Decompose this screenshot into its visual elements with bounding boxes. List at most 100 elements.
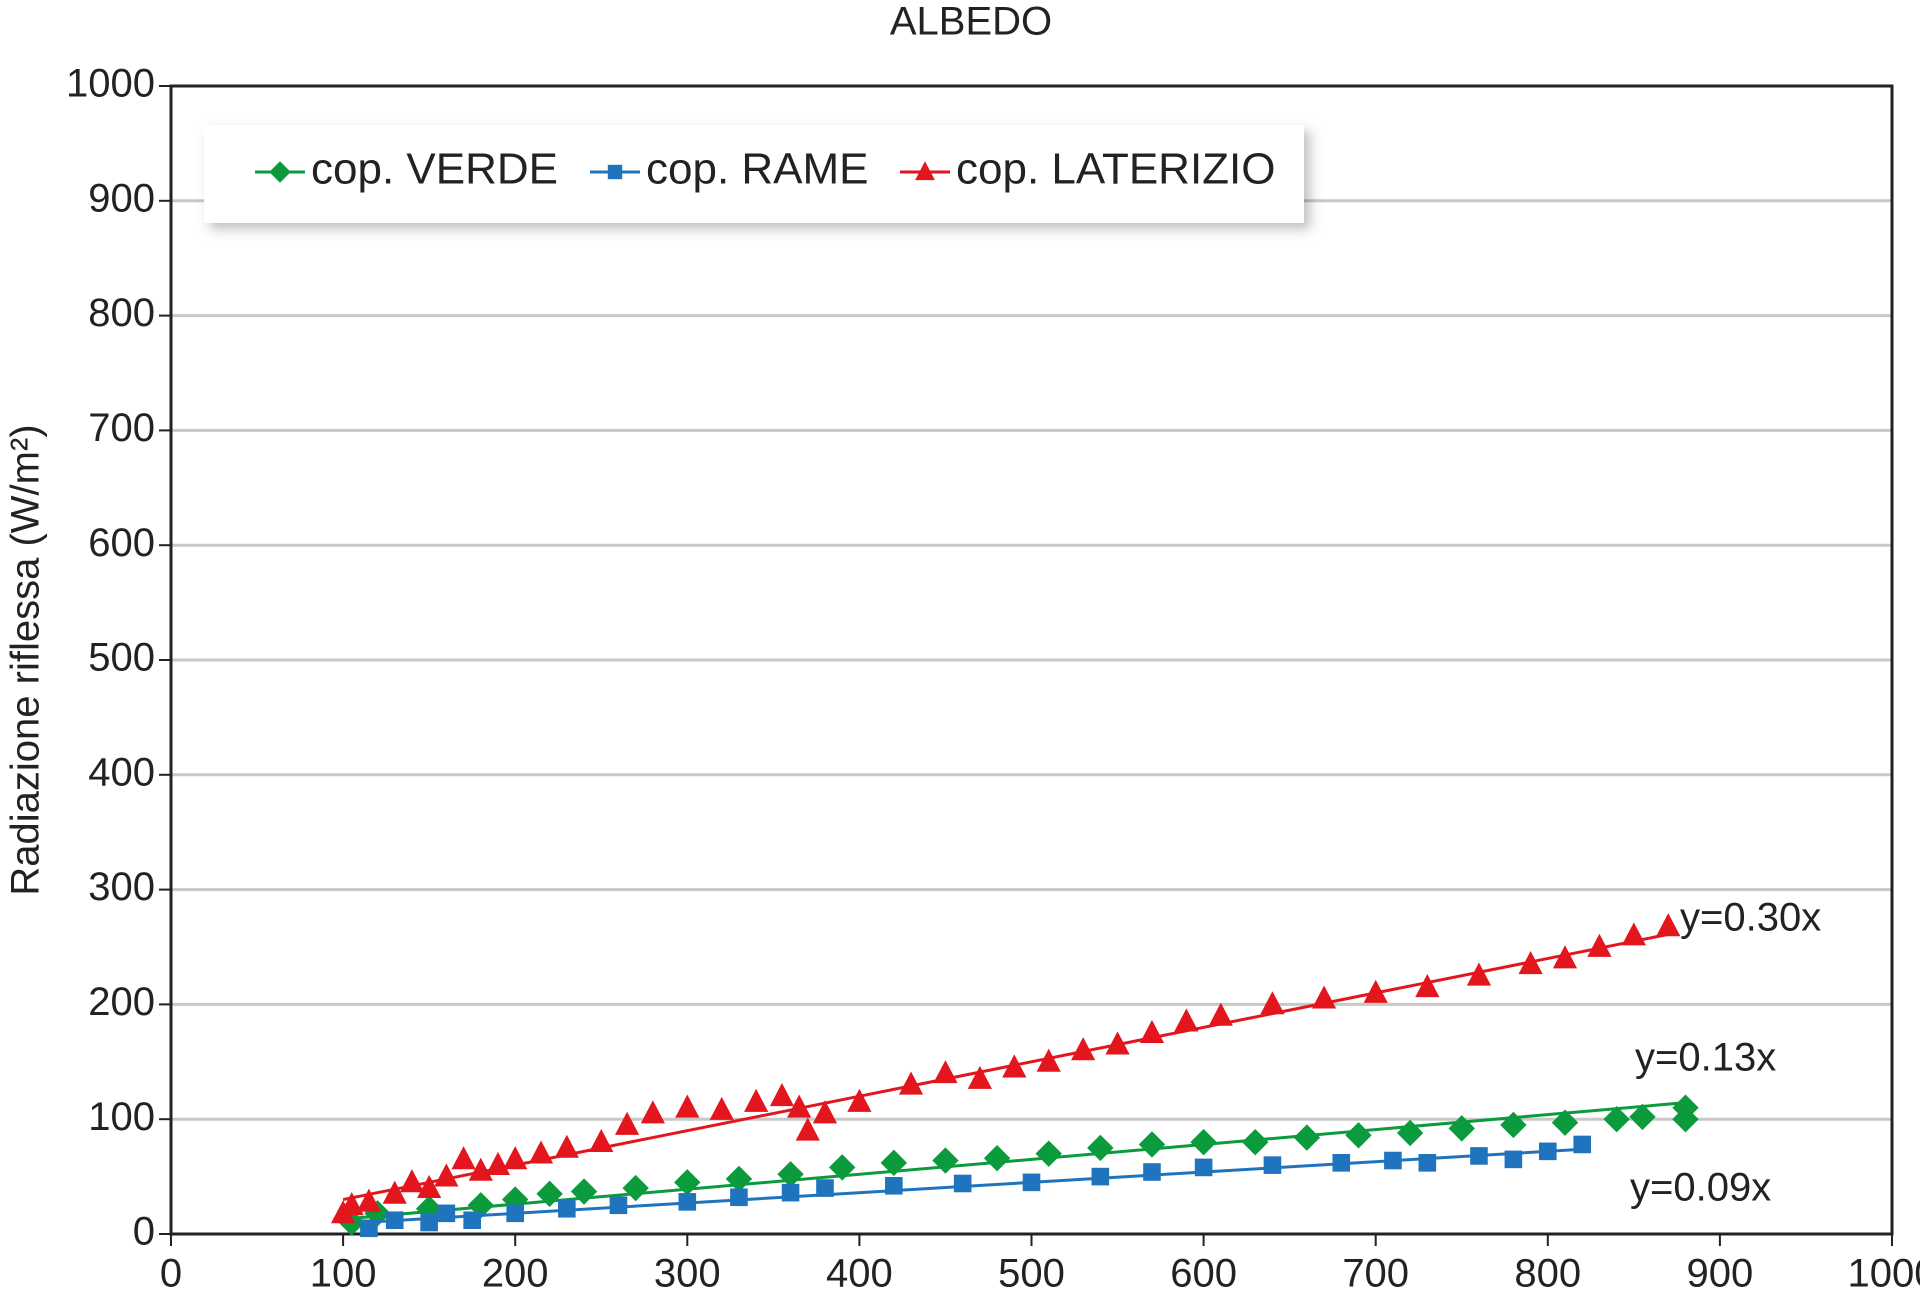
point <box>1071 1037 1096 1061</box>
point <box>1311 985 1337 1009</box>
point <box>437 1204 456 1223</box>
x-tick-label: 400 <box>826 1252 893 1296</box>
point <box>417 1174 442 1198</box>
point <box>269 161 291 183</box>
point <box>1415 973 1440 998</box>
point <box>1551 1109 1579 1136</box>
point <box>1194 1158 1213 1177</box>
point <box>1143 1163 1161 1181</box>
point <box>674 1169 701 1196</box>
point <box>1036 1048 1061 1072</box>
point <box>451 1146 476 1170</box>
point <box>953 1174 972 1193</box>
point <box>725 1165 753 1193</box>
point <box>812 1100 838 1124</box>
y-tick-label: 700 <box>88 406 155 450</box>
point <box>399 1169 425 1193</box>
legend-box <box>204 125 1304 223</box>
y-tick-label: 0 <box>133 1210 155 1254</box>
point <box>744 1088 769 1112</box>
point <box>1002 1054 1027 1078</box>
point <box>558 1199 576 1218</box>
point <box>1208 1002 1233 1026</box>
point <box>1138 1131 1166 1158</box>
point <box>1448 1115 1475 1142</box>
point <box>570 1178 598 1205</box>
point <box>1263 1156 1282 1174</box>
trend-label: y=0.09x <box>1630 1166 1771 1210</box>
point <box>709 1096 734 1120</box>
plot-frame <box>169 84 1894 1236</box>
point <box>1035 1140 1062 1167</box>
y-tick-label: 900 <box>88 176 155 220</box>
point <box>1242 1128 1269 1156</box>
y-tick-label: 400 <box>88 750 155 794</box>
point <box>1091 1167 1110 1186</box>
point <box>675 1094 700 1118</box>
point <box>787 1094 812 1118</box>
point <box>1552 945 1578 969</box>
point <box>880 1149 908 1177</box>
legend-label: cop. VERDE <box>311 145 558 194</box>
point <box>1629 1103 1656 1131</box>
point <box>1504 1150 1523 1169</box>
x-tick-label: 700 <box>1342 1252 1409 1296</box>
point <box>356 1188 382 1212</box>
point <box>1345 1122 1372 1149</box>
y-tick-label: 100 <box>88 1095 155 1139</box>
trend-label: y=0.30x <box>1680 896 1821 940</box>
trend-label: y=0.13x <box>1635 1036 1776 1080</box>
y-tick-label: 300 <box>88 865 155 909</box>
point <box>885 1176 903 1195</box>
point <box>1293 1124 1321 1151</box>
y-tick-label: 1000 <box>66 62 155 106</box>
point <box>640 1100 665 1124</box>
point <box>932 1147 959 1174</box>
x-tick-label: 0 <box>160 1252 182 1296</box>
point <box>1500 1111 1527 1139</box>
point <box>607 164 623 180</box>
point <box>967 1065 992 1089</box>
point <box>1587 933 1612 957</box>
y-tick-label: 500 <box>88 636 155 680</box>
legend-label: cop. RAME <box>646 145 869 194</box>
x-tick-label: 600 <box>1170 1252 1237 1296</box>
point <box>360 1219 378 1238</box>
point <box>795 1117 820 1141</box>
point <box>983 1145 1011 1172</box>
point <box>781 1183 800 1202</box>
point <box>769 1083 795 1107</box>
point <box>777 1161 804 1188</box>
point <box>420 1213 438 1232</box>
point <box>339 1192 364 1216</box>
point <box>503 1146 528 1170</box>
point <box>1656 913 1681 937</box>
point <box>1022 1173 1041 1192</box>
legend-label: cop. LATERIZIO <box>956 145 1276 194</box>
point <box>915 161 935 181</box>
point <box>816 1179 834 1197</box>
point <box>1363 979 1388 1003</box>
x-tick-label: 200 <box>482 1252 549 1296</box>
point <box>1466 962 1492 986</box>
point <box>1603 1106 1630 1133</box>
point <box>933 1060 958 1084</box>
point <box>828 1154 856 1181</box>
point <box>1105 1031 1130 1055</box>
point <box>622 1174 649 1202</box>
point <box>1087 1134 1114 1162</box>
point <box>1418 1154 1437 1172</box>
point <box>506 1204 524 1223</box>
point <box>1384 1151 1402 1170</box>
point <box>1672 1106 1699 1133</box>
point <box>536 1180 563 1208</box>
point <box>528 1140 554 1164</box>
point <box>589 1128 614 1153</box>
point <box>385 1211 404 1230</box>
point <box>898 1071 924 1095</box>
x-tick-label: 500 <box>998 1252 1065 1296</box>
y-tick-label: 600 <box>88 521 155 565</box>
y-axis-title: Radiazione riflessa (W/m²) <box>4 424 48 895</box>
y-tick-label: 200 <box>88 980 155 1024</box>
